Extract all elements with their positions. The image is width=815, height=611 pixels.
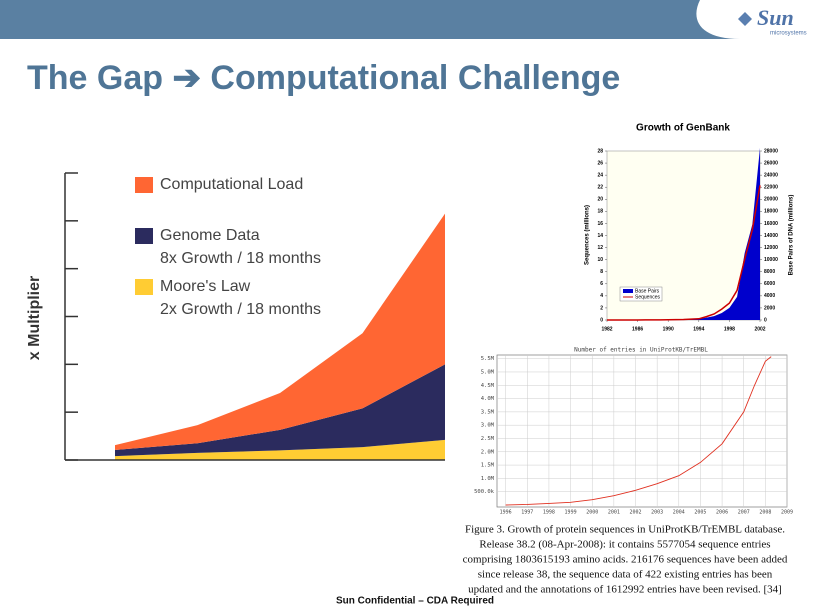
y-tick-label: 10 [597, 257, 603, 263]
y-tick-label: 18 [597, 209, 603, 215]
y2-tick-label: 20000 [764, 197, 778, 203]
caption-line: since release 38, the sequence data of 4… [478, 569, 773, 581]
y2-tick-label: 16000 [764, 221, 778, 227]
y-axis-label: Sequences (millions) [585, 205, 591, 265]
legend-swatch [135, 279, 153, 295]
legend-label: Base Pairs [635, 288, 660, 294]
logo-mark [738, 12, 752, 26]
y2-tick-label: 6000 [764, 281, 775, 287]
chart-title: Number of entries in UniProtKB/TrEMBL [574, 347, 708, 354]
y-tick-label: 4.0M [481, 396, 495, 402]
y-tick-label: 2.5M [481, 436, 495, 442]
caption-line: Release 38.2 (08-Apr-2008): it contains … [479, 539, 770, 551]
legend-swatch [135, 228, 153, 244]
legend-note: 2x Growth / 18 months [160, 301, 321, 318]
area [607, 147, 760, 320]
y-tick-label: 2.0M [481, 449, 495, 455]
header-bar [0, 0, 815, 39]
x-tick-label: 2005 [694, 510, 706, 516]
x-tick-label: 1990 [663, 326, 674, 332]
x-tick-label: 1986 [632, 326, 643, 332]
logo-sub: microsystems [770, 31, 807, 37]
x-tick-label: 2003 [651, 510, 663, 516]
caption-line: updated and the annotations of 1612992 e… [468, 584, 782, 596]
caption-line: Figure 3. Growth of protein sequences in… [465, 524, 785, 536]
x-tick-label: 1998 [543, 510, 555, 516]
y-tick-label: 20 [597, 197, 603, 203]
legend-label: Sequences [635, 294, 661, 300]
chart-title: Growth of GenBank [636, 123, 730, 134]
area [115, 439, 445, 460]
y-tick-label: 8 [600, 269, 603, 275]
y-tick-label: 12 [597, 245, 603, 251]
line [607, 185, 761, 321]
slide-title: The Gap ➔ Computational Challenge [27, 59, 620, 97]
y-tick-label: 1.5M [481, 463, 495, 469]
legend-note: 8x Growth / 18 months [160, 250, 321, 267]
y2-tick-label: 2000 [764, 305, 775, 311]
legend-swatch [623, 289, 633, 293]
x-tick-label: 1997 [521, 510, 533, 516]
x-tick-label: 2002 [754, 326, 765, 332]
y-tick-label: 3.5M [481, 409, 495, 415]
y-tick-label: 5.5M [481, 356, 495, 362]
y-tick-label: 2 [600, 305, 603, 311]
x-tick-label: 2001 [608, 510, 620, 516]
y-tick-label: 4 [600, 293, 603, 299]
y-tick-label: 26 [597, 160, 603, 166]
y2-tick-label: 12000 [764, 245, 778, 251]
y-tick-label: 3.0M [481, 423, 495, 429]
y-axis-label: x Multiplier [26, 276, 43, 360]
y2-tick-label: 10000 [764, 257, 778, 263]
y2-tick-label: 28000 [764, 148, 778, 154]
legend-label: Computational Load [160, 176, 303, 193]
y-tick-label: 500.0k [474, 489, 495, 495]
area [115, 364, 445, 457]
x-tick-label: 1982 [601, 326, 612, 332]
y2-tick-label: 22000 [764, 185, 778, 191]
header-swoosh [696, 0, 815, 39]
x-tick-label: 2008 [759, 510, 771, 516]
y-tick-label: 28 [597, 148, 603, 154]
y-tick-label: 1.0M [481, 476, 495, 482]
legend-label: Genome Data [160, 227, 260, 244]
x-tick-label: 2007 [738, 510, 750, 516]
legend-label: Moore's Law [160, 278, 251, 295]
y2-tick-label: 8000 [764, 269, 775, 275]
area [115, 213, 445, 450]
logo-brand: Sun [757, 5, 794, 30]
y-tick-label: 5.0M [481, 369, 495, 375]
x-tick-label: 1994 [693, 326, 704, 332]
plot-area [496, 354, 788, 508]
line [505, 356, 772, 506]
x-tick-label: 2004 [673, 510, 685, 516]
x-tick-label: 1999 [565, 510, 577, 516]
x-tick-label: 2009 [781, 510, 793, 516]
y-tick-label: 4.5M [481, 383, 495, 389]
footer: Sun Confidential – CDA Required [336, 596, 494, 607]
y-tick-label: 24 [597, 172, 603, 178]
y2-tick-label: 0 [764, 317, 767, 323]
y-tick-label: 22 [597, 185, 603, 191]
y2-tick-label: 18000 [764, 209, 778, 215]
x-tick-label: 1996 [500, 510, 512, 516]
y2-tick-label: 14000 [764, 233, 778, 239]
y-tick-label: 16 [597, 221, 603, 227]
x-tick-label: 2000 [586, 510, 598, 516]
y-tick-label: 14 [597, 233, 603, 239]
y2-tick-label: 26000 [764, 160, 778, 166]
x-tick-label: 2002 [629, 510, 641, 516]
y2-axis-label: Base Pairs of DNA (millions) [789, 195, 795, 276]
x-tick-label: 2006 [716, 510, 728, 516]
y2-tick-label: 4000 [764, 293, 775, 299]
y-tick-label: 6 [600, 281, 603, 287]
y-tick-label: 0 [600, 317, 603, 323]
y2-tick-label: 24000 [764, 172, 778, 178]
legend-swatch [135, 177, 153, 193]
x-tick-label: 1998 [724, 326, 735, 332]
caption-line: comprising 1803615193 amino acids. 21617… [463, 554, 788, 566]
